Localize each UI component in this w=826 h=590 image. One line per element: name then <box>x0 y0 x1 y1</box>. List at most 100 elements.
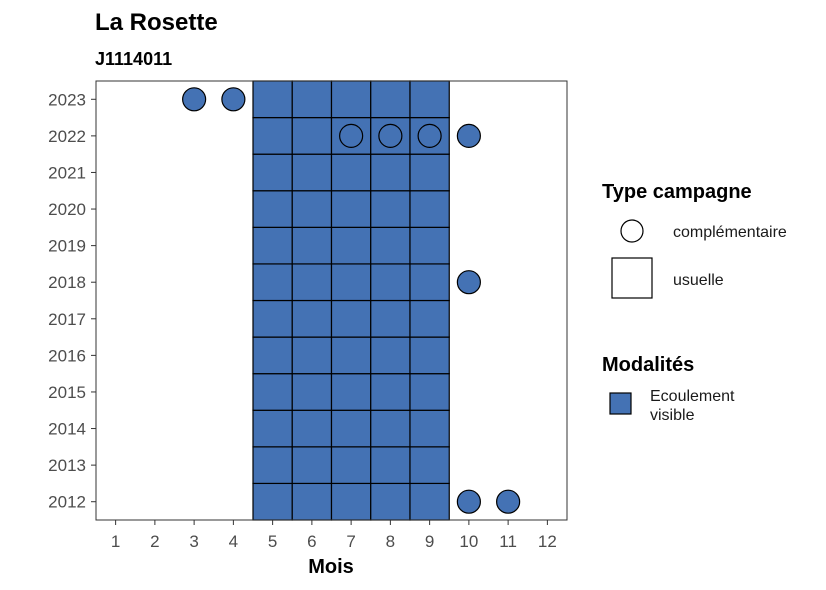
usuelle-tile-2014-8 <box>370 409 411 448</box>
x-tick-label-5: 5 <box>268 532 277 551</box>
usuelle-tile-2023-7 <box>330 80 372 119</box>
y-tick-label-2013: 2013 <box>48 456 86 475</box>
usuelle-tile-2018-6 <box>291 263 333 302</box>
plot-area <box>96 80 567 521</box>
usuelle-tile-2012-7 <box>330 482 372 521</box>
complementaire-point-2023-3 <box>182 87 207 112</box>
usuelle-tile-2012-8 <box>370 482 411 521</box>
usuelle-tile-2023-5 <box>252 80 293 119</box>
complementaire-point-2012-11 <box>496 489 521 514</box>
x-tick-label-4: 4 <box>229 532 238 551</box>
usuelle-tile-2016-6 <box>291 336 333 375</box>
usuelle-tile-2021-9 <box>409 153 450 192</box>
x-tick-label-12: 12 <box>538 532 557 551</box>
complementaire-point-2022-7 <box>339 123 364 148</box>
y-tick-label-2016: 2016 <box>48 346 86 365</box>
complementaire-point-2023-4 <box>221 87 246 112</box>
usuelle-tile-2020-9 <box>409 190 450 228</box>
usuelle-tile-2018-7 <box>330 263 372 302</box>
usuelle-tile-2016-9 <box>409 336 450 375</box>
y-tick-label-2015: 2015 <box>48 383 86 402</box>
x-tick-label-2: 2 <box>150 532 159 551</box>
x-tick-label-9: 9 <box>425 532 434 551</box>
usuelle-tile-2015-6 <box>291 373 333 411</box>
legend-complementaire-symbol <box>620 219 644 243</box>
usuelle-tile-2014-7 <box>330 409 372 448</box>
y-tick-label-2012: 2012 <box>48 493 86 512</box>
usuelle-tile-2012-5 <box>252 482 293 521</box>
usuelle-tile-2018-8 <box>370 263 411 302</box>
legend-modalites: Modalités Ecoulement visible <box>602 354 739 424</box>
complementaire-point-2022-9 <box>417 123 442 148</box>
legend-ecoulement-swatch <box>609 392 632 415</box>
complementaire-point-2022-8 <box>378 123 403 148</box>
x-tick-label-7: 7 <box>346 532 355 551</box>
usuelle-tile-2020-7 <box>330 190 372 228</box>
y-tick-label-2020: 2020 <box>48 200 86 219</box>
usuelle-tile-2017-7 <box>330 299 372 338</box>
usuelle-tile-2017-8 <box>370 299 411 338</box>
usuelle-tile-2023-6 <box>291 80 333 119</box>
usuelle-tile-2022-5 <box>252 116 293 155</box>
y-tick-label-2018: 2018 <box>48 273 86 292</box>
usuelle-tile-2021-7 <box>330 153 372 192</box>
usuelle-tile-2013-9 <box>409 446 450 485</box>
x-tick-label-10: 10 <box>459 532 478 551</box>
x-tick-label-8: 8 <box>386 532 395 551</box>
usuelle-tile-2022-6 <box>291 116 333 155</box>
usuelle-tile-2013-6 <box>291 446 333 485</box>
legend-type-title: Type campagne <box>602 181 752 203</box>
usuelle-tile-2019-9 <box>409 226 450 265</box>
usuelle-tile-2019-5 <box>252 226 293 265</box>
x-axis-title: Mois <box>308 556 354 578</box>
usuelle-tile-2017-6 <box>291 299 333 338</box>
axes: 1 2 3 4 5 6 7 8 9 10 11 122012201320142015201620172… <box>48 80 568 551</box>
usuelle-tile-2015-7 <box>330 373 372 411</box>
usuelle-tile-2017-5 <box>252 299 293 338</box>
usuelle-tile-2019-8 <box>370 226 411 265</box>
usuelle-tile-2023-9 <box>409 80 450 119</box>
legend-usuelle-label: usuelle <box>673 272 724 289</box>
usuelle-tile-2020-6 <box>291 190 333 228</box>
usuelle-tile-2013-7 <box>330 446 372 485</box>
x-tick-label-11: 11 <box>499 532 517 551</box>
usuelle-tile-2015-8 <box>370 373 411 411</box>
x-tick-label-1: 1 <box>111 532 120 551</box>
usuelle-tile-2019-7 <box>330 226 372 265</box>
usuelle-tile-2016-5 <box>252 336 293 375</box>
usuelle-tile-2021-6 <box>291 153 333 192</box>
usuelle-tile-2012-9 <box>409 482 450 521</box>
usuelle-tile-2013-8 <box>370 446 411 485</box>
usuelle-tile-2016-7 <box>330 336 372 375</box>
y-tick-label-2014: 2014 <box>48 420 86 439</box>
usuelle-tile-2023-8 <box>370 80 411 119</box>
usuelle-tile-2014-5 <box>252 409 293 448</box>
usuelle-tile-2018-5 <box>252 263 293 302</box>
usuelle-tile-2014-9 <box>409 409 450 448</box>
chart-subtitle: J1114011 <box>95 49 172 69</box>
y-tick-label-2019: 2019 <box>48 237 86 256</box>
usuelle-tile-2015-9 <box>409 373 450 411</box>
usuelle-tile-2012-6 <box>291 482 333 521</box>
legend-ecoulement-label: Ecoulement visible <box>650 388 739 424</box>
x-tick-label-3: 3 <box>189 532 198 551</box>
usuelle-tile-2016-8 <box>370 336 411 375</box>
complementaire-point-2022-10 <box>456 123 481 148</box>
usuelle-tile-2021-5 <box>252 153 293 192</box>
y-tick-label-2017: 2017 <box>48 310 86 329</box>
y-tick-label-2022: 2022 <box>48 127 86 146</box>
complementaire-point-2018-10 <box>456 270 481 295</box>
legend-modalites-title: Modalités <box>602 354 694 376</box>
usuelle-tile-2015-5 <box>252 373 293 411</box>
usuelle-tile-2020-5 <box>252 190 293 228</box>
legend-usuelle-symbol <box>611 257 653 299</box>
usuelle-tile-2014-6 <box>291 409 333 448</box>
usuelle-tile-2018-9 <box>409 263 450 302</box>
usuelle-tile-2020-8 <box>370 190 411 228</box>
usuelle-tile-2021-8 <box>370 153 411 192</box>
legend-complementaire-label: complémentaire <box>673 224 787 241</box>
legend-type-campagne: Type campagne complémentaire usuelle <box>602 181 787 299</box>
usuelle-tile-2019-6 <box>291 226 333 265</box>
usuelle-tile-2013-5 <box>252 446 293 485</box>
